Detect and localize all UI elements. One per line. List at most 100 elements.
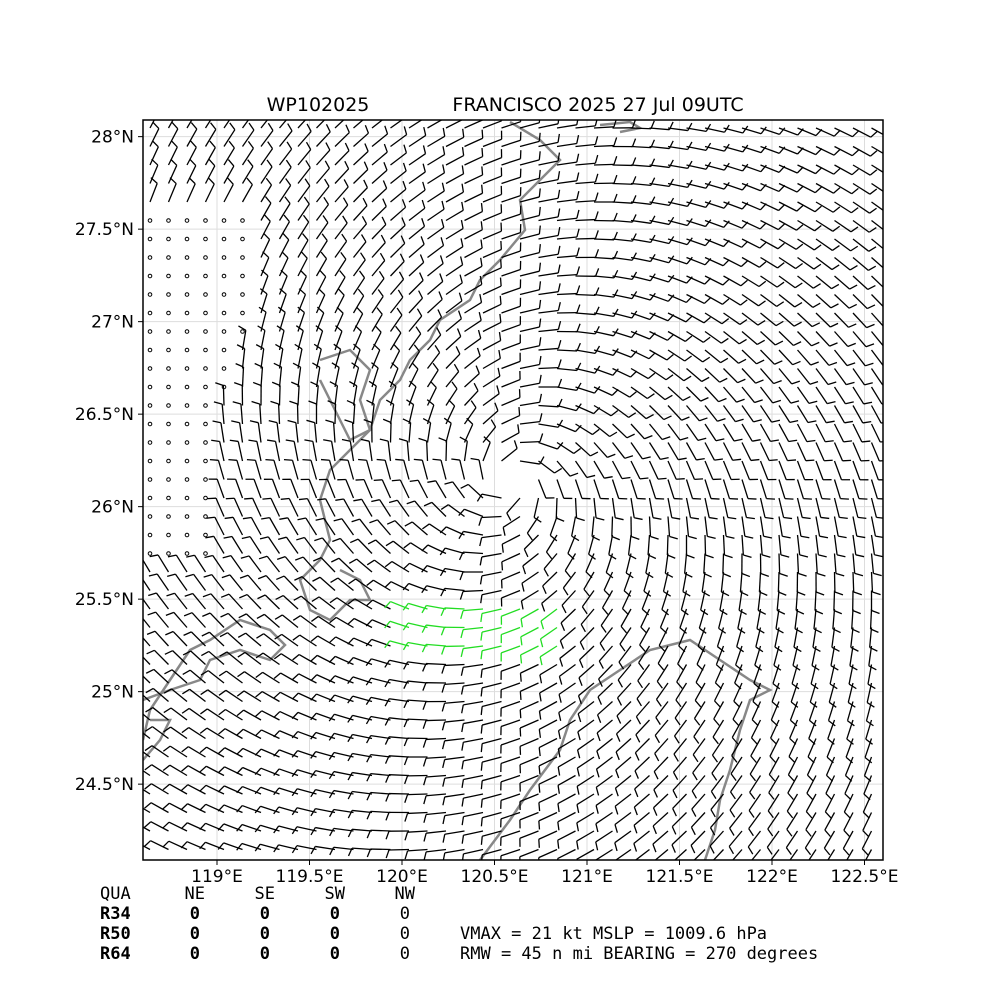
barb-staff — [208, 650, 225, 665]
barb-staff — [834, 182, 853, 195]
barb-feather — [812, 302, 821, 308]
barb-feather — [167, 554, 177, 558]
barb-staff — [241, 366, 245, 388]
barb-feather — [280, 497, 290, 500]
barb-staff — [815, 553, 818, 574]
barb-staff — [228, 593, 243, 610]
barb-feather — [270, 400, 279, 405]
barb-feather — [779, 572, 788, 577]
barb-feather — [427, 480, 436, 483]
barb-staff — [789, 849, 799, 860]
barb-staff — [315, 185, 330, 203]
barb-staff — [297, 257, 308, 277]
barb-feather — [831, 283, 840, 290]
barb-feather — [506, 512, 512, 521]
barb-staff — [482, 811, 502, 819]
coastline — [143, 718, 173, 761]
barb-staff — [444, 756, 465, 761]
barb-staff — [760, 182, 780, 193]
barb-feather — [613, 193, 618, 203]
barb-feather — [241, 536, 251, 540]
barb-feather — [758, 280, 767, 288]
calm-marker — [184, 347, 190, 353]
barb-feather — [812, 646, 821, 653]
barb-staff — [731, 719, 743, 738]
barb-staff — [519, 326, 540, 333]
barb-feather — [777, 262, 785, 269]
barb-feather — [165, 611, 175, 616]
barb-staff — [334, 331, 343, 351]
barb-staff — [169, 764, 188, 777]
barb-feather — [329, 846, 335, 856]
barb-feather — [310, 635, 319, 642]
barb-staff — [539, 719, 558, 730]
barb-staff — [611, 497, 616, 518]
barb-feather — [379, 252, 386, 261]
calm-marker — [221, 273, 227, 279]
barb-feather — [275, 594, 284, 600]
barb-feather — [340, 251, 347, 260]
barb-feather — [419, 254, 425, 263]
barb-feather — [539, 374, 542, 384]
barb-staff — [741, 368, 757, 384]
barb-feather — [218, 670, 227, 677]
barb-staff — [260, 148, 274, 166]
barb-feather — [577, 731, 581, 741]
barb-staff — [482, 375, 501, 388]
barb-staff — [353, 223, 367, 240]
barb-feather — [717, 646, 725, 653]
barb-feather — [162, 802, 170, 810]
barb-feather — [869, 188, 878, 195]
barb-staff — [871, 127, 883, 136]
barb-feather — [594, 173, 599, 183]
barb-staff — [260, 748, 280, 758]
barb-staff — [425, 719, 447, 722]
calm-marker — [221, 218, 227, 223]
barb-staff — [649, 349, 668, 361]
barb-feather — [682, 591, 691, 597]
barb-feather — [770, 737, 778, 745]
barb-staff — [671, 812, 687, 828]
barb-feather — [347, 695, 354, 704]
barb-staff — [293, 441, 299, 462]
barb-staff — [371, 278, 385, 295]
barb-feather — [442, 759, 446, 769]
calm-marker — [147, 532, 153, 538]
barb-feather — [735, 418, 744, 423]
barb-staff — [560, 608, 576, 624]
barb-staff — [390, 224, 406, 240]
calm-marker — [184, 477, 190, 482]
barb-feather — [349, 538, 359, 544]
barb-feather — [620, 625, 628, 634]
barb-feather — [554, 467, 563, 474]
barb-feather — [385, 774, 390, 783]
barb-feather — [665, 374, 674, 381]
barb-staff — [612, 404, 629, 418]
barb-feather — [646, 393, 655, 400]
barb-staff — [704, 442, 716, 461]
barb-staff — [559, 627, 576, 642]
barb-staff — [407, 718, 428, 721]
barb-feather — [384, 679, 390, 688]
barb-staff — [867, 664, 873, 685]
barb-feather — [385, 793, 390, 802]
barb-feather — [832, 245, 840, 251]
barb-staff — [704, 330, 722, 344]
barb-feather — [255, 671, 263, 679]
barb-staff — [226, 670, 243, 684]
barb-feather — [481, 129, 484, 139]
barb-feather — [796, 185, 804, 193]
barb-staff — [750, 719, 762, 739]
barb-staff — [501, 324, 521, 333]
barb-feather — [357, 288, 365, 297]
barb-feather — [682, 395, 691, 402]
barb-staff — [787, 775, 799, 794]
barb-staff — [353, 637, 373, 647]
barb-feather — [402, 162, 407, 172]
barb-feather — [869, 169, 878, 176]
barb-feather — [611, 535, 620, 541]
barb-staff — [143, 598, 151, 610]
barb-staff — [237, 441, 244, 462]
barb-staff — [685, 516, 690, 537]
barb-feather — [730, 773, 737, 782]
